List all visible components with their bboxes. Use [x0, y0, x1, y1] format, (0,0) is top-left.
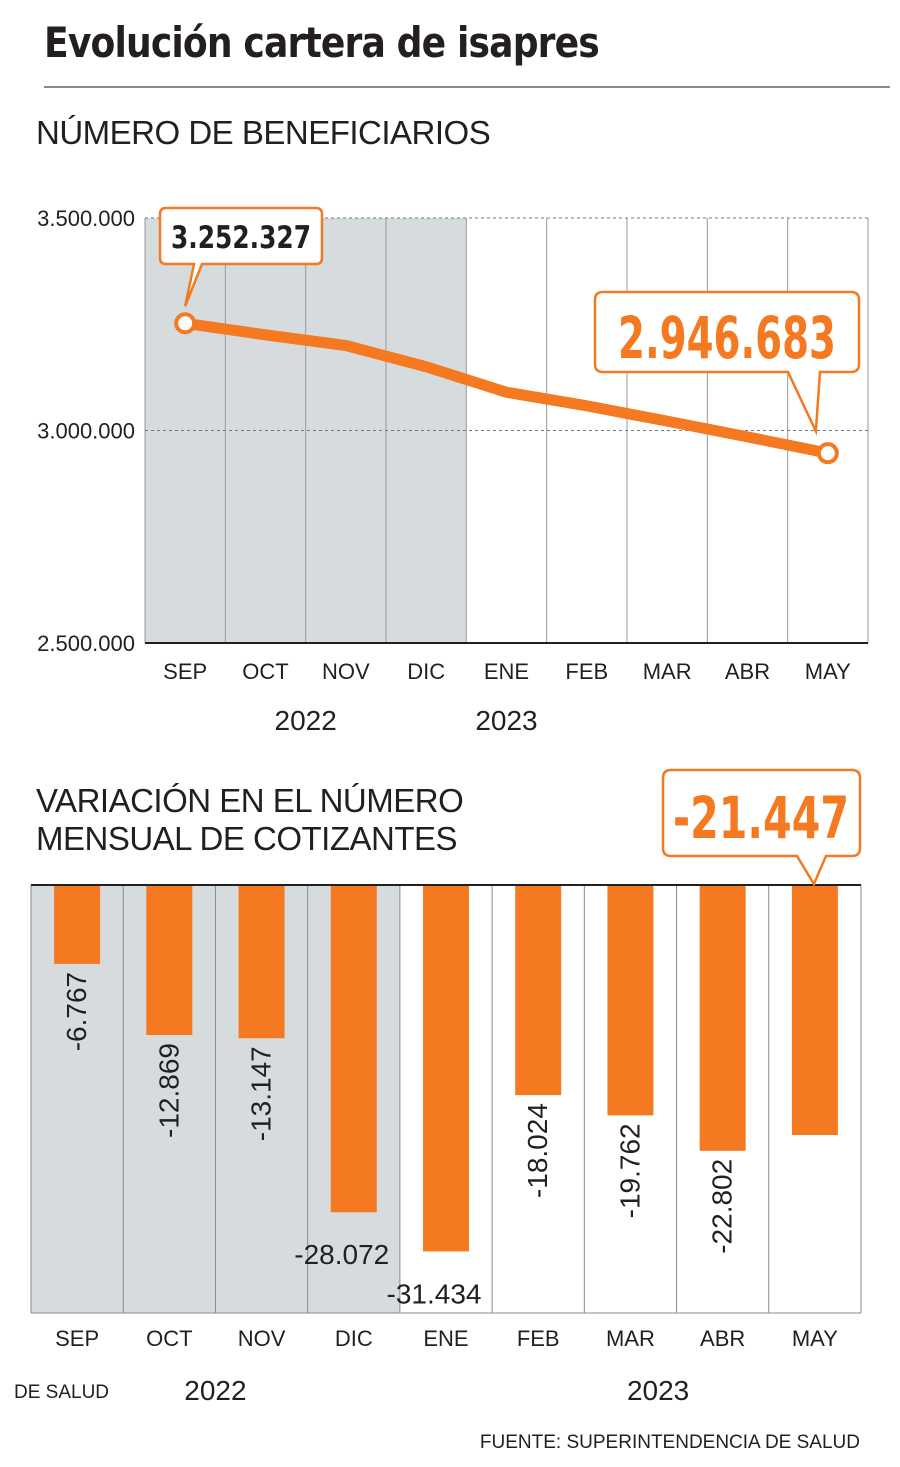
bar-nov — [238, 885, 285, 1039]
bar-chart-title-line-2: MENSUAL DE COTIZANTES — [36, 820, 458, 857]
line-callout-start: 3.252.327 — [171, 220, 311, 256]
line-xtick-oct: OCT — [242, 659, 288, 684]
line-callout-box-start — [158, 206, 324, 307]
bar-xtick-may: MAY — [792, 1326, 838, 1351]
line-xtick-dic: DIC — [407, 659, 445, 684]
line-callout-box-end — [593, 290, 861, 437]
page-title: Evolución cartera de isapres — [44, 18, 600, 67]
cropped-source-label: DE SALUD — [14, 1382, 110, 1403]
bar-chart-title-line-1: VARIACIÓN EN EL NÚMERO — [36, 782, 464, 819]
bar-xtick-dic: DIC — [335, 1326, 373, 1351]
bar-year-2022: 2022 — [184, 1375, 246, 1406]
bar-xtick-nov: NOV — [238, 1326, 286, 1351]
line-chart-title: NÚMERO DE BENEFICIARIOS — [36, 114, 491, 151]
line-xtick-ene: ENE — [484, 659, 529, 684]
line-xtick-sep: SEP — [163, 659, 207, 684]
bar-mar — [607, 885, 654, 1116]
bar-label-mar: -19.762 — [614, 1123, 645, 1218]
bar-year-2023: 2023 — [627, 1375, 689, 1406]
bar-sep — [54, 885, 101, 964]
bar-oct — [146, 885, 193, 1036]
line-xtick-abr: ABR — [725, 659, 770, 684]
bar-abr — [699, 885, 746, 1151]
bar-label-oct: -12.869 — [153, 1043, 184, 1138]
bar-label-feb: -18.024 — [522, 1103, 553, 1198]
line-marker-sep — [174, 312, 197, 335]
line-callout-end: 2.946.683 — [618, 304, 836, 372]
bar-xtick-oct: OCT — [146, 1326, 192, 1351]
bar-label-ene: -31.434 — [387, 1278, 482, 1309]
line-year-2023: 2023 — [475, 705, 537, 736]
bar-callout-value: -21.447 — [673, 784, 849, 852]
bar-label-dic: -28.072 — [294, 1239, 389, 1270]
title-divider — [44, 86, 890, 88]
line-series — [179, 317, 834, 459]
line-xtick-mar: MAR — [643, 659, 692, 684]
bar-label-abr: -22.802 — [707, 1159, 738, 1254]
bar-dic — [330, 885, 377, 1213]
line-xtick-feb: FEB — [565, 659, 608, 684]
bar-label-nov: -13.147 — [246, 1046, 277, 1141]
line-xtick-nov: NOV — [322, 659, 370, 684]
line-ytick-0: 3.500.000 — [37, 206, 135, 231]
line-ytick-1: 3.000.000 — [37, 419, 135, 444]
bar-xtick-mar: MAR — [606, 1326, 655, 1351]
bar-feb — [515, 885, 562, 1096]
line-marker-may — [816, 442, 839, 465]
line-year-2022: 2022 — [275, 705, 337, 736]
bar-ene — [423, 885, 469, 1252]
bar-xtick-feb: FEB — [517, 1326, 560, 1351]
bar-may — [791, 885, 838, 1136]
line-ytick-2: 2.500.000 — [37, 631, 135, 656]
source-credit: FUENTE: SUPERINTENDENCIA DE SALUD — [479, 1432, 860, 1453]
bar-label-sep: -6.767 — [61, 972, 92, 1051]
bar-xtick-sep: SEP — [55, 1326, 99, 1351]
bar-xtick-ene: ENE — [423, 1326, 468, 1351]
bar-callout-box — [661, 768, 862, 887]
line-xtick-may: MAY — [805, 659, 851, 684]
bar-xtick-abr: ABR — [700, 1326, 745, 1351]
